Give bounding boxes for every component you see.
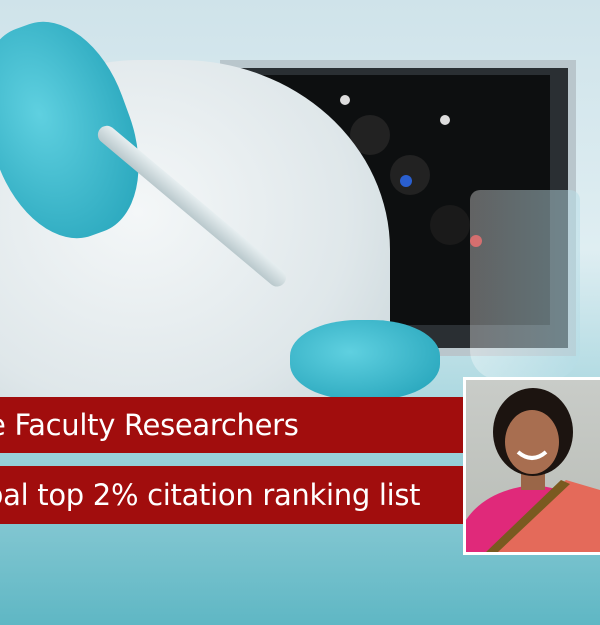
gloved-hand-holding-vial xyxy=(290,320,440,400)
glass-flask xyxy=(470,190,580,380)
title-line-2: bal top 2% citation ranking list xyxy=(0,478,421,512)
title-line-1: e Faculty Researchers xyxy=(0,408,299,442)
portrait-figure xyxy=(466,388,600,552)
title-banner-1: e Faculty Researchers xyxy=(0,397,464,453)
researcher-portrait xyxy=(463,377,600,555)
title-banner-2: bal top 2% citation ranking list xyxy=(0,466,464,524)
